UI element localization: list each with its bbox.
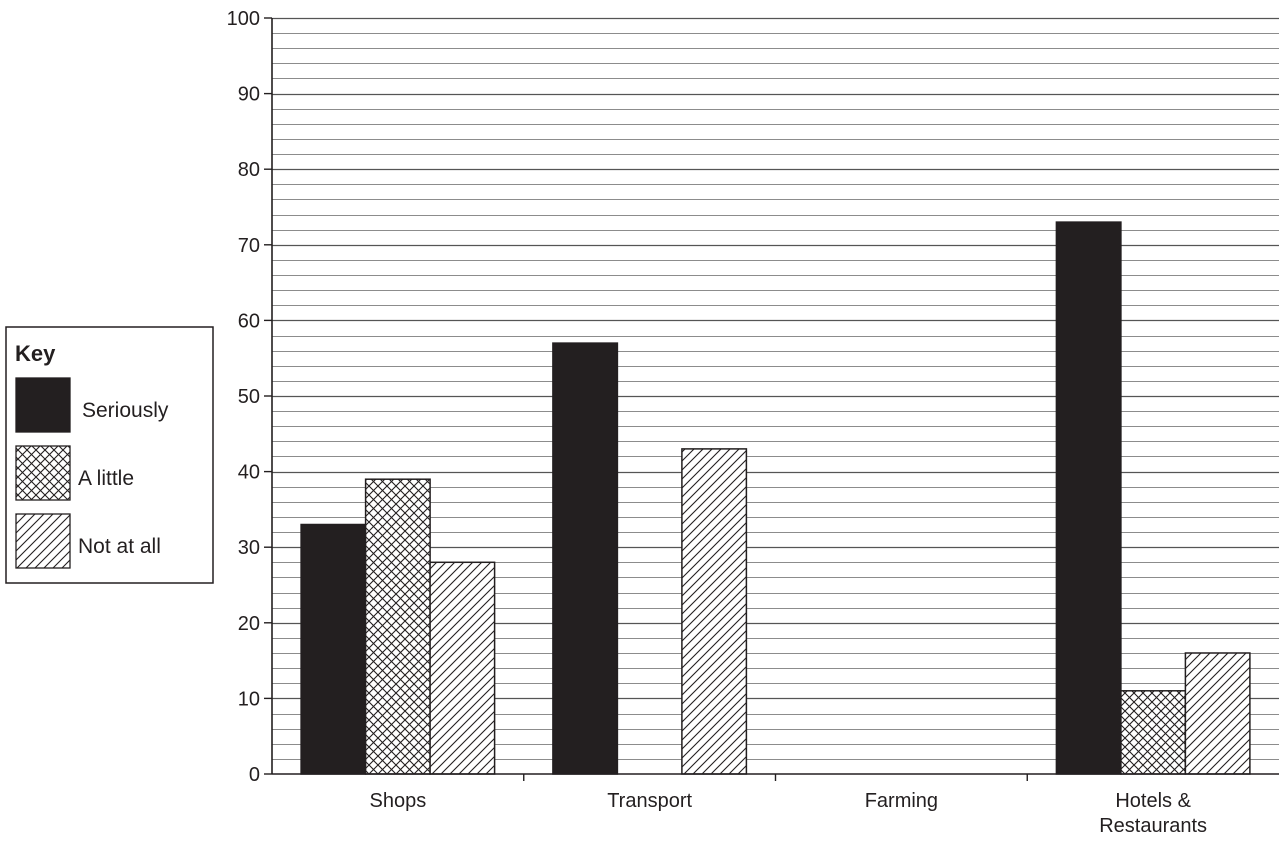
legend-swatch-seriously (15, 377, 71, 433)
bar-seriously-3 (1055, 221, 1122, 775)
legend-title: Key (15, 341, 56, 366)
y-tick-label: 70 (238, 235, 260, 257)
legend-swatch-not-at-all (15, 513, 71, 569)
bar-not-at-all-1 (681, 448, 748, 775)
bars (300, 221, 1251, 775)
y-tick-label: 30 (238, 537, 260, 559)
bar-seriously-1 (552, 342, 619, 775)
bar-a-little-3 (1120, 690, 1187, 775)
y-tick-label: 90 (238, 84, 260, 106)
axes (264, 17, 1279, 781)
y-tick-label: 100 (227, 8, 260, 30)
legend-label: Not at all (78, 535, 161, 558)
y-tick-label: 40 (238, 462, 260, 484)
bar-seriously-0 (300, 523, 367, 775)
legend: Key Seriously A little Not at all (5, 326, 214, 584)
bar-not-at-all-0 (429, 561, 496, 775)
y-tick-label: 0 (249, 764, 260, 786)
bar-a-little-0 (364, 478, 431, 775)
y-tick-label: 60 (238, 310, 260, 332)
x-category-label: Transport (607, 790, 692, 812)
legend-label: A little (78, 467, 134, 490)
y-tick-label: 80 (238, 159, 260, 181)
y-tick-label: 20 (238, 613, 260, 635)
x-category-label: Hotels & Restaurants (1099, 790, 1207, 837)
tick-labels: 0 10 20 30 40 50 60 70 80 90 100 Shops Transport Farm… (227, 8, 1207, 837)
y-tick-label: 50 (238, 386, 260, 408)
bar-not-at-all-3 (1184, 652, 1251, 775)
x-category-label: Shops (370, 790, 427, 812)
legend-swatch-a-little (15, 445, 71, 501)
y-tick-label: 10 (238, 688, 260, 710)
legend-label: Seriously (82, 399, 169, 422)
x-category-label: Farming (865, 790, 938, 812)
